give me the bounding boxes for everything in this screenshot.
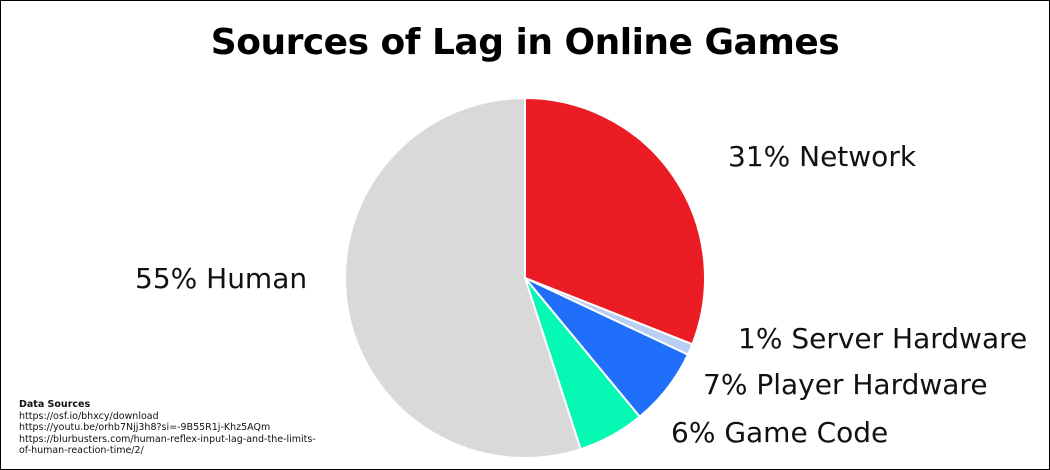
pie-slice-network [524,97,706,346]
data-sources-list: https://osf.io/bhxcy/download https://yo… [19,411,316,457]
slice-label-server-hardware: 1% Server Hardware [738,322,1027,355]
data-sources: Data Sources https://osf.io/bhxcy/downlo… [19,399,316,457]
source-line: of-human-reaction-time/2/ [19,445,144,456]
slice-label-human: 55% Human [135,262,307,295]
source-line: https://osf.io/bhxcy/download [19,410,159,422]
data-sources-heading: Data Sources [19,399,91,410]
pie-slice-human [344,97,582,459]
source-line: https://youtu.be/orhb7Njj3h8?si=-9B55R1j… [19,422,271,433]
source-line: https://blurbusters.com/human-reflex-inp… [19,433,316,445]
slice-label-player-hardware: 7% Player Hardware [703,368,988,401]
chart-title: Sources of Lag in Online Games [210,22,840,63]
slice-label-network: 31% Network [728,140,917,173]
slice-label-game-code: 6% Game Code [671,416,888,449]
